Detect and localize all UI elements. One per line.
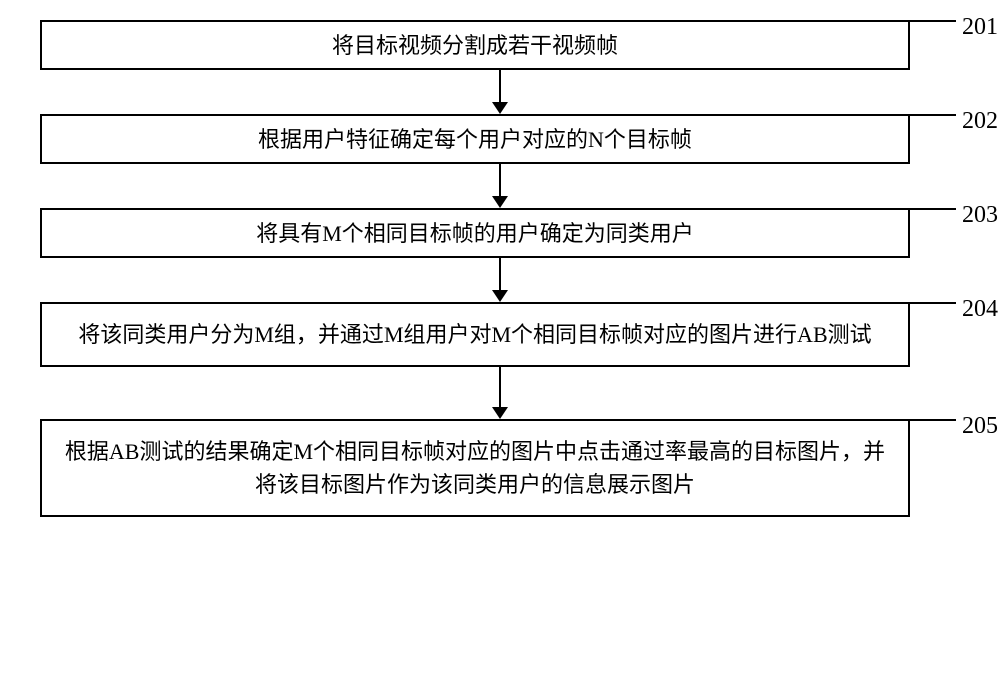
step-text: 将该同类用户分为M组，并通过M组用户对M个相同目标帧对应的图片进行AB测试: [78, 318, 871, 351]
step-row: 将具有M个相同目标帧的用户确定为同类用户 203: [40, 208, 960, 258]
step-box-201: 将目标视频分割成若干视频帧: [40, 20, 910, 70]
step-box-202: 根据用户特征确定每个用户对应的N个目标帧: [40, 114, 910, 164]
flowchart-container: 将目标视频分割成若干视频帧 201 根据用户特征确定每个用户对应的N个目标帧 2…: [40, 20, 960, 517]
step-text: 将具有M个相同目标帧的用户确定为同类用户: [256, 217, 694, 250]
lead-line: [910, 302, 956, 304]
arrow-down-icon: [492, 258, 508, 302]
step-label: 201: [962, 14, 998, 41]
step-box-204: 将该同类用户分为M组，并通过M组用户对M个相同目标帧对应的图片进行AB测试: [40, 302, 910, 367]
step-row: 将目标视频分割成若干视频帧 201: [40, 20, 960, 70]
lead-line: [910, 20, 956, 22]
arrow-down-icon: [492, 367, 508, 419]
arrow-down-icon: [492, 70, 508, 114]
lead-line: [910, 419, 956, 421]
step-row: 将该同类用户分为M组，并通过M组用户对M个相同目标帧对应的图片进行AB测试 20…: [40, 302, 960, 367]
step-label: 205: [962, 413, 998, 440]
step-label: 202: [962, 108, 998, 135]
step-row: 根据用户特征确定每个用户对应的N个目标帧 202: [40, 114, 960, 164]
lead-line: [910, 114, 956, 116]
lead-line: [910, 208, 956, 210]
step-text: 根据AB测试的结果确定M个相同目标帧对应的图片中点击通过率最高的目标图片，并将该…: [62, 435, 888, 501]
step-box-205: 根据AB测试的结果确定M个相同目标帧对应的图片中点击通过率最高的目标图片，并将该…: [40, 419, 910, 517]
step-label: 203: [962, 202, 998, 229]
step-box-203: 将具有M个相同目标帧的用户确定为同类用户: [40, 208, 910, 258]
step-text: 将目标视频分割成若干视频帧: [332, 29, 618, 62]
step-row: 根据AB测试的结果确定M个相同目标帧对应的图片中点击通过率最高的目标图片，并将该…: [40, 419, 960, 517]
step-label: 204: [962, 296, 998, 323]
arrow-down-icon: [492, 164, 508, 208]
step-text: 根据用户特征确定每个用户对应的N个目标帧: [258, 123, 692, 156]
